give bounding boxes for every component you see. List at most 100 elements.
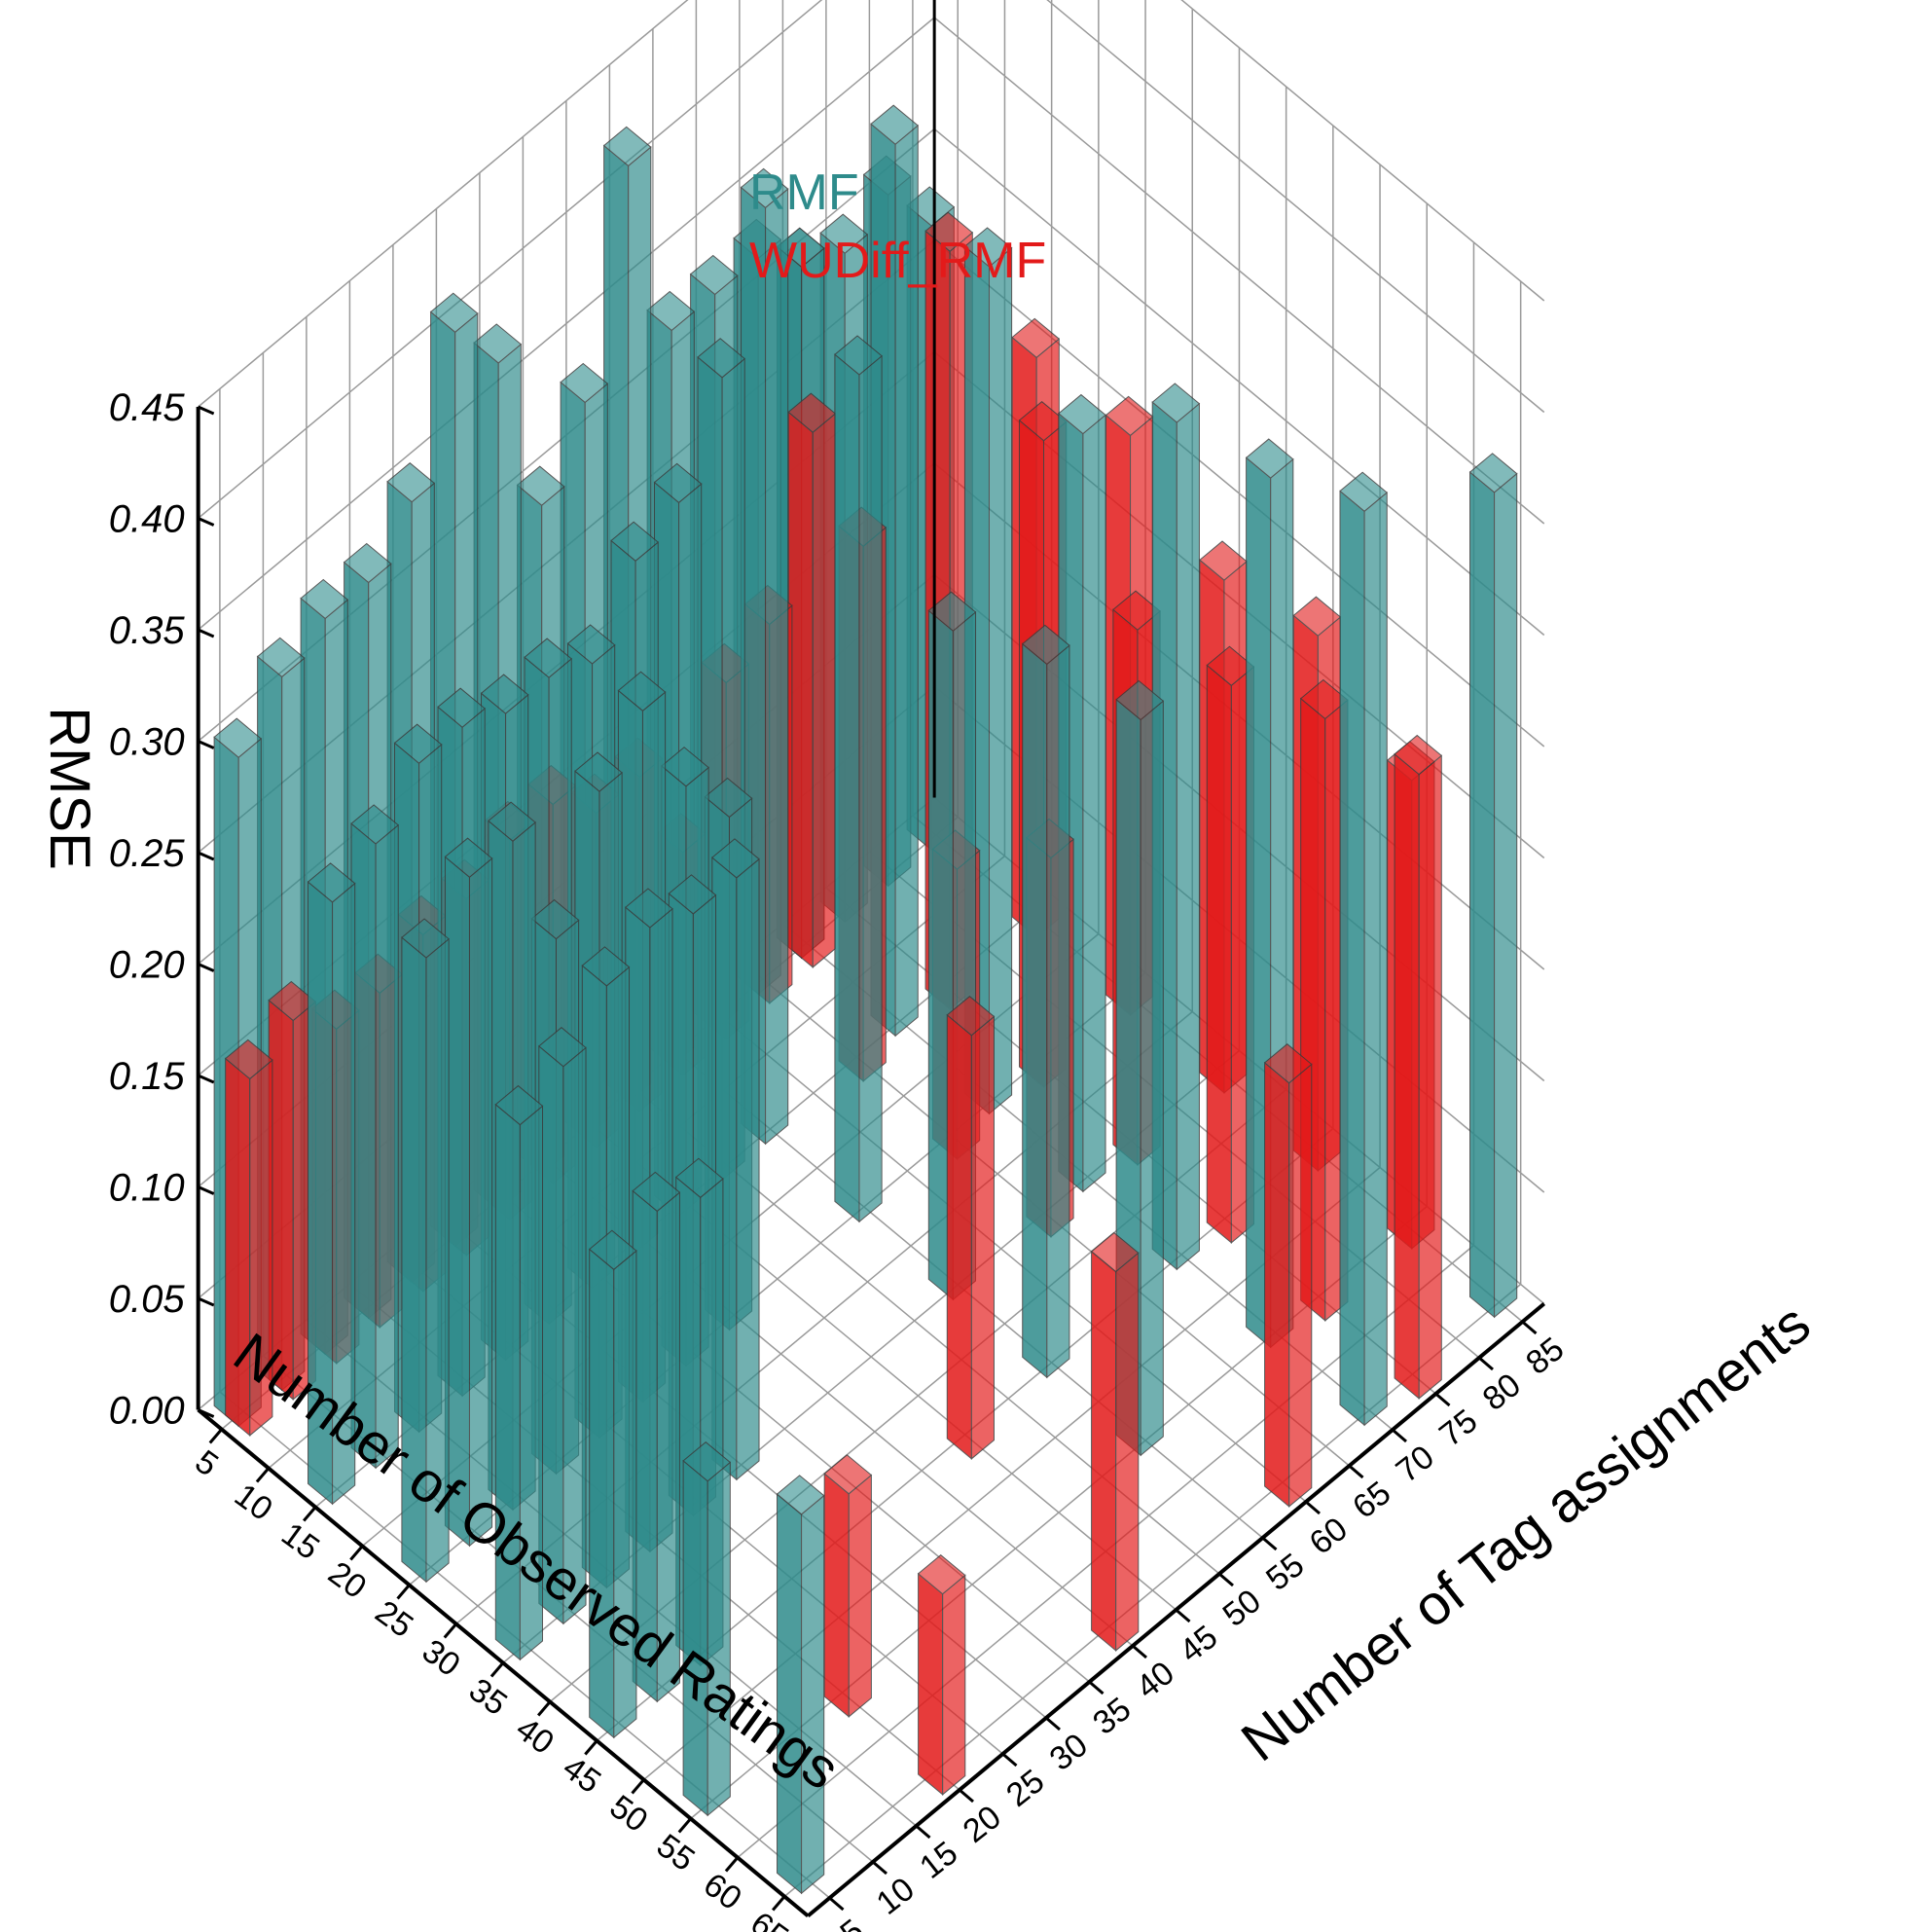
x-tick-label: 50: [603, 1788, 655, 1840]
bar-face-top: [538, 1027, 587, 1068]
x-tick: [677, 1817, 692, 1834]
x-tick: [208, 1428, 223, 1444]
z-tick: [198, 517, 215, 527]
bar-face-top: [1115, 679, 1165, 721]
bar-face-side: [1140, 700, 1164, 1457]
bar-face-top: [668, 874, 717, 915]
x-tick-label: 10: [228, 1476, 279, 1528]
x-tick-label: 55: [650, 1827, 702, 1878]
bar-face-side: [988, 246, 1013, 1115]
bar-rmf: [588, 1229, 637, 1739]
bar-face-top: [256, 637, 306, 678]
bar-wudiff-rmf: [946, 996, 996, 1460]
y-tick: [872, 1860, 888, 1876]
bar-face-top: [617, 671, 667, 711]
y-tick-label: 70: [1390, 1439, 1441, 1490]
bar-wudiff-rmf: [1263, 1043, 1313, 1508]
x-tick-label: 35: [462, 1671, 514, 1723]
y-tick-label: 85: [1519, 1331, 1571, 1382]
bar-wudiff-rmf: [1090, 1231, 1140, 1652]
bar-face-side: [1363, 492, 1388, 1427]
bar-face-top: [343, 542, 392, 584]
bar-face-top: [386, 462, 436, 503]
y-tick-label: 80: [1476, 1367, 1528, 1418]
bar-face-top: [494, 1084, 544, 1126]
bar-face-top: [917, 1554, 966, 1595]
bar-face-side: [736, 857, 760, 1481]
bar-face-top: [566, 624, 616, 665]
bar-face-top: [834, 335, 883, 376]
bar-face-side: [375, 823, 399, 1470]
x-tick-label: 60: [697, 1866, 748, 1917]
bar-face-top: [711, 838, 760, 879]
y-tick-label: 15: [913, 1835, 964, 1886]
bar-face-top: [906, 186, 956, 227]
bar-face-top: [625, 888, 673, 929]
z-tick-label: 0.20: [109, 944, 185, 987]
bar-face-top: [307, 862, 356, 903]
bar-face-top: [530, 898, 580, 940]
bar-rmf: [1339, 471, 1389, 1427]
x-tick-label: 30: [416, 1632, 467, 1684]
y-tick-label: 45: [1173, 1619, 1224, 1670]
x-tick: [396, 1584, 411, 1600]
bar-face-side: [858, 354, 883, 1223]
x-tick: [772, 1895, 786, 1912]
bar-face-top: [1468, 453, 1518, 493]
bar-face-side: [801, 1494, 825, 1895]
bar-face-top: [610, 521, 660, 562]
bar-face-top: [1058, 393, 1106, 435]
z-tick: [198, 740, 215, 749]
x-tick-label: 65: [743, 1905, 795, 1932]
y-tick: [1478, 1356, 1494, 1371]
bar-face-side: [1115, 1252, 1140, 1652]
bar-face-top: [224, 1039, 273, 1080]
y-tick-label: 25: [999, 1763, 1051, 1814]
bar-face-side: [812, 412, 836, 968]
bar-rmf: [401, 918, 450, 1584]
bar-face-top: [581, 946, 631, 987]
bar-face-side: [848, 1474, 872, 1718]
bar-face-top: [560, 362, 609, 404]
x-tick: [537, 1700, 552, 1717]
y-tick-label: 10: [870, 1871, 922, 1922]
bar-face-front: [589, 1248, 615, 1739]
bar-wudiff-rmf: [1394, 734, 1443, 1400]
bar-face-side: [1046, 644, 1070, 1379]
bar-face-side: [562, 1046, 587, 1625]
bar-face-top: [1339, 471, 1389, 512]
y-tick-label: 50: [1216, 1583, 1268, 1634]
bar-face-top: [574, 751, 623, 792]
y-tick-label: 75: [1432, 1403, 1484, 1454]
bar-face-top: [588, 1229, 637, 1270]
bar-face-top: [697, 338, 746, 379]
bar-face-top: [350, 804, 400, 845]
y-tick: [959, 1788, 974, 1804]
bar-face-top: [524, 638, 573, 678]
bar-face-side: [970, 1015, 995, 1460]
x-tick: [584, 1739, 598, 1756]
bar-face-side: [1176, 402, 1200, 1271]
bar-face-top: [300, 578, 349, 620]
x-tick-label: 20: [321, 1554, 373, 1606]
z-tick: [198, 1408, 215, 1418]
y-tick: [1132, 1644, 1147, 1659]
bar-face-side: [1418, 754, 1442, 1400]
z-tick-label: 0.35: [109, 609, 186, 652]
bar-face-top: [516, 465, 565, 506]
y-tick: [1001, 1752, 1018, 1768]
bar-face-side: [942, 1574, 966, 1796]
bar-face-top: [444, 837, 493, 878]
z-tick-label: 0.45: [109, 386, 186, 429]
y-tick: [1218, 1572, 1234, 1587]
bar-face-top: [602, 126, 652, 167]
bar-face-top: [924, 211, 974, 252]
z-tick-label: 0.05: [109, 1278, 186, 1321]
y-tick-label: 5: [834, 1913, 871, 1932]
bar-rmf: [538, 1027, 587, 1625]
x-tick-label: 25: [369, 1593, 420, 1645]
bar-face-top: [823, 1454, 873, 1495]
bar-face-front: [946, 1013, 972, 1460]
x-tick: [489, 1661, 505, 1678]
